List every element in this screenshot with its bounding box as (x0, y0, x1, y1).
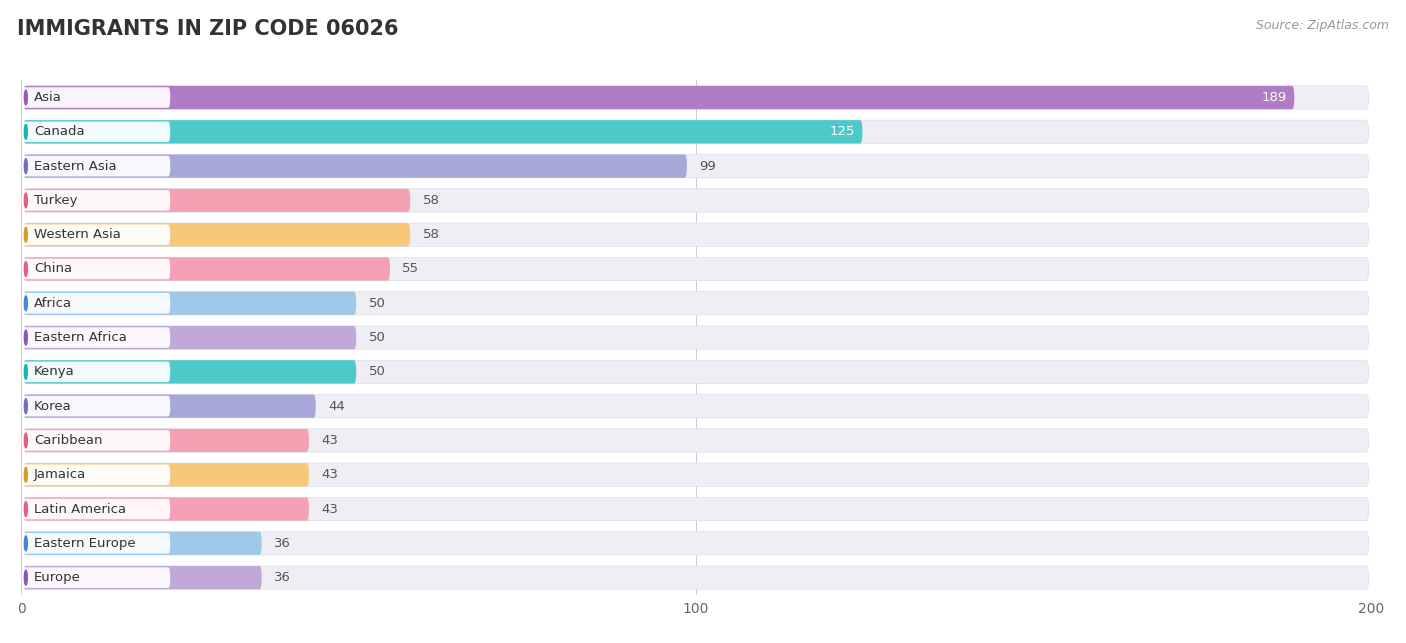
Text: 50: 50 (368, 365, 385, 378)
FancyBboxPatch shape (24, 326, 1368, 349)
Text: Source: ZipAtlas.com: Source: ZipAtlas.com (1256, 19, 1389, 32)
FancyBboxPatch shape (24, 86, 1368, 109)
Text: 43: 43 (322, 434, 339, 447)
Circle shape (24, 90, 27, 105)
Text: 58: 58 (423, 194, 440, 207)
FancyBboxPatch shape (24, 395, 1368, 418)
FancyBboxPatch shape (24, 566, 262, 589)
FancyBboxPatch shape (24, 292, 1368, 315)
FancyBboxPatch shape (24, 189, 411, 212)
Text: 99: 99 (699, 159, 716, 172)
Circle shape (24, 296, 27, 311)
FancyBboxPatch shape (24, 292, 356, 315)
Text: Eastern Asia: Eastern Asia (34, 159, 117, 172)
FancyBboxPatch shape (24, 429, 309, 452)
FancyBboxPatch shape (24, 498, 1368, 521)
Text: Canada: Canada (34, 125, 84, 138)
FancyBboxPatch shape (24, 154, 688, 177)
Text: 50: 50 (368, 297, 385, 310)
Text: Western Asia: Western Asia (34, 228, 121, 241)
FancyBboxPatch shape (21, 293, 170, 314)
Text: IMMIGRANTS IN ZIP CODE 06026: IMMIGRANTS IN ZIP CODE 06026 (17, 19, 398, 39)
FancyBboxPatch shape (24, 498, 309, 521)
FancyBboxPatch shape (21, 396, 170, 417)
Text: 43: 43 (322, 468, 339, 481)
FancyBboxPatch shape (21, 430, 170, 451)
Text: 58: 58 (423, 228, 440, 241)
Text: Eastern Europe: Eastern Europe (34, 537, 135, 550)
Circle shape (24, 193, 27, 208)
FancyBboxPatch shape (24, 223, 1368, 246)
FancyBboxPatch shape (21, 327, 170, 348)
FancyBboxPatch shape (21, 87, 170, 108)
FancyBboxPatch shape (24, 532, 1368, 555)
FancyBboxPatch shape (21, 122, 170, 142)
Circle shape (24, 570, 27, 585)
FancyBboxPatch shape (24, 360, 356, 383)
Circle shape (24, 467, 27, 482)
Text: 189: 189 (1261, 91, 1286, 104)
FancyBboxPatch shape (21, 499, 170, 520)
FancyBboxPatch shape (24, 463, 1368, 486)
Text: Asia: Asia (34, 91, 62, 104)
FancyBboxPatch shape (24, 120, 1368, 143)
FancyBboxPatch shape (24, 120, 862, 143)
FancyBboxPatch shape (24, 326, 356, 349)
Text: Eastern Africa: Eastern Africa (34, 331, 127, 344)
FancyBboxPatch shape (21, 258, 170, 279)
Text: Caribbean: Caribbean (34, 434, 103, 447)
Circle shape (24, 433, 27, 448)
Circle shape (24, 331, 27, 345)
Text: 125: 125 (830, 125, 855, 138)
FancyBboxPatch shape (24, 463, 309, 486)
FancyBboxPatch shape (21, 533, 170, 554)
FancyBboxPatch shape (24, 189, 1368, 212)
Text: China: China (34, 262, 72, 275)
FancyBboxPatch shape (21, 464, 170, 485)
Circle shape (24, 536, 27, 550)
FancyBboxPatch shape (24, 429, 1368, 452)
FancyBboxPatch shape (21, 156, 170, 176)
Text: Europe: Europe (34, 571, 82, 584)
Text: 55: 55 (402, 262, 419, 275)
Circle shape (24, 228, 27, 242)
Circle shape (24, 365, 27, 379)
Circle shape (24, 262, 27, 276)
FancyBboxPatch shape (24, 257, 1368, 280)
Text: Jamaica: Jamaica (34, 468, 86, 481)
Text: 50: 50 (368, 331, 385, 344)
FancyBboxPatch shape (21, 567, 170, 588)
Circle shape (24, 159, 27, 174)
Text: 36: 36 (274, 571, 291, 584)
Text: Korea: Korea (34, 400, 72, 413)
Text: Africa: Africa (34, 297, 72, 310)
FancyBboxPatch shape (21, 361, 170, 382)
FancyBboxPatch shape (24, 566, 1368, 589)
Text: 36: 36 (274, 537, 291, 550)
FancyBboxPatch shape (24, 360, 1368, 383)
Text: Turkey: Turkey (34, 194, 77, 207)
Circle shape (24, 502, 27, 516)
FancyBboxPatch shape (24, 154, 1368, 177)
FancyBboxPatch shape (21, 190, 170, 211)
Circle shape (24, 125, 27, 139)
FancyBboxPatch shape (24, 532, 262, 555)
FancyBboxPatch shape (24, 395, 316, 418)
FancyBboxPatch shape (24, 223, 411, 246)
FancyBboxPatch shape (24, 86, 1295, 109)
Text: Kenya: Kenya (34, 365, 75, 378)
Text: 43: 43 (322, 503, 339, 516)
Text: 44: 44 (328, 400, 344, 413)
FancyBboxPatch shape (21, 224, 170, 245)
Circle shape (24, 399, 27, 413)
FancyBboxPatch shape (24, 257, 389, 280)
Text: Latin America: Latin America (34, 503, 127, 516)
